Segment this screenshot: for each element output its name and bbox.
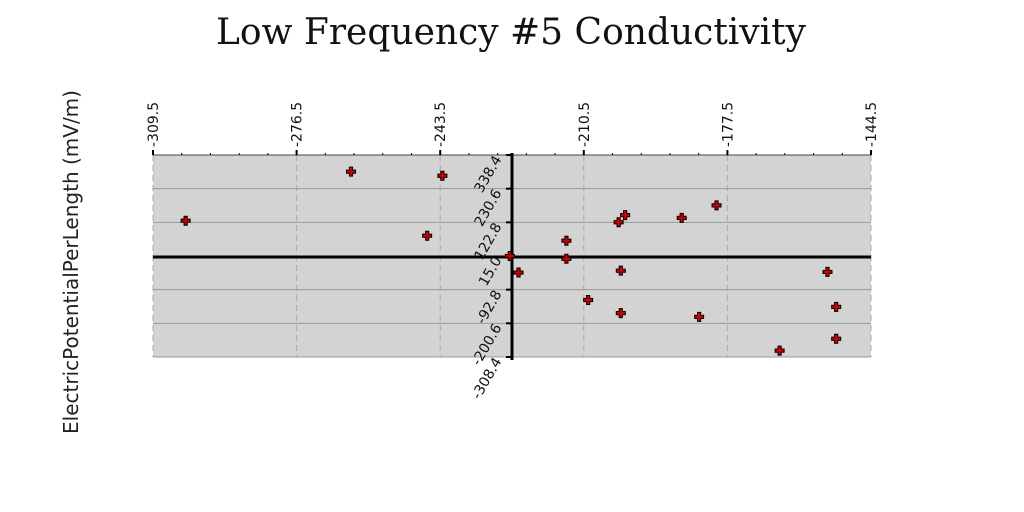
data-point: [676, 212, 687, 223]
x-axis-ticks: -309.5 -276.5 -243.5 -210.5 -177.5 -144.5: [146, 102, 880, 155]
x-tick-label: -144.5: [864, 102, 880, 147]
point-marker: [613, 217, 624, 228]
data-point: [774, 345, 785, 356]
point-marker: [504, 251, 515, 261]
point-marker: [561, 235, 572, 246]
data-point: [711, 200, 722, 211]
point-marker: [345, 166, 356, 177]
x-tick-label: -309.5: [146, 102, 162, 147]
x-tick-label: -243.5: [433, 102, 449, 147]
point-marker: [831, 333, 842, 344]
y-axis-label: ElectricPotentialPerLength (mV/m): [59, 90, 83, 434]
data-point: [613, 217, 624, 228]
data-point: [620, 210, 631, 221]
data-point: [822, 266, 833, 277]
data-point: [345, 166, 356, 177]
data-point: [561, 253, 572, 264]
point-marker: [583, 295, 594, 306]
data-point: [615, 308, 626, 319]
point-marker: [615, 308, 626, 319]
data-point: [561, 235, 572, 246]
point-marker: [774, 345, 785, 356]
data-point: [831, 333, 842, 344]
data-point: [615, 265, 626, 276]
point-marker: [620, 210, 631, 221]
data-point: [437, 170, 448, 181]
data-point: [422, 230, 433, 241]
data-point: [513, 267, 524, 278]
point-marker: [437, 170, 448, 181]
data-point: [583, 295, 594, 306]
point-marker: [711, 200, 722, 211]
x-tick-label: -210.5: [577, 102, 593, 147]
point-marker: [561, 253, 572, 264]
point-marker: [822, 266, 833, 277]
data-point: [180, 215, 191, 226]
point-marker: [694, 311, 705, 322]
point-marker: [615, 265, 626, 276]
data-point: [831, 301, 842, 312]
data-point: [504, 251, 515, 261]
point-marker: [676, 212, 687, 223]
point-marker: [831, 301, 842, 312]
data-points: [180, 166, 842, 356]
data-point: [694, 311, 705, 322]
point-marker: [180, 215, 191, 226]
point-marker: [513, 267, 524, 278]
point-marker: [422, 230, 433, 241]
x-tick-label: -276.5: [290, 102, 306, 147]
x-tick-label: -177.5: [720, 102, 736, 147]
chart-title: Low Frequency #5 Conductivity: [216, 12, 807, 53]
